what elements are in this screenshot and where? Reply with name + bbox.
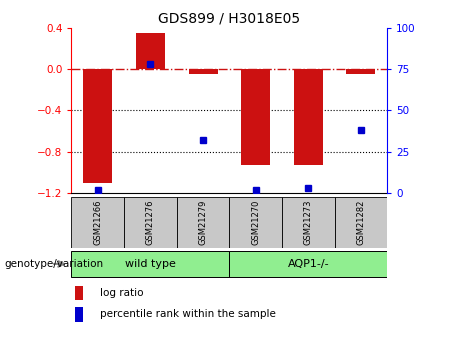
Bar (335, 197, 387, 248)
Bar (136, 33, 165, 69)
Text: AQP1-/-: AQP1-/- (288, 259, 329, 269)
Text: genotype/variation: genotype/variation (5, 259, 104, 269)
Text: percentile rank within the sample: percentile rank within the sample (100, 309, 276, 319)
Bar (294, 69, 323, 165)
Bar (71, 251, 229, 277)
Bar (124, 197, 177, 248)
Text: wild type: wild type (125, 259, 176, 269)
Text: log ratio: log ratio (100, 288, 143, 298)
Text: GSM21276: GSM21276 (146, 200, 155, 245)
Text: GSM21273: GSM21273 (304, 200, 313, 245)
Bar (229, 251, 387, 277)
Text: GSM21279: GSM21279 (199, 200, 207, 245)
Text: GSM21270: GSM21270 (251, 200, 260, 245)
Bar (83, 69, 112, 183)
Text: GSM21282: GSM21282 (356, 200, 366, 245)
Bar (229, 197, 282, 248)
Bar (177, 197, 229, 248)
Text: GSM21266: GSM21266 (93, 200, 102, 245)
Bar (347, 69, 375, 74)
Bar (189, 69, 218, 74)
Bar (71, 197, 124, 248)
Bar (241, 69, 270, 165)
Bar (75, 286, 83, 300)
Bar (282, 197, 335, 248)
Title: GDS899 / H3018E05: GDS899 / H3018E05 (158, 11, 301, 25)
Bar (75, 307, 83, 322)
